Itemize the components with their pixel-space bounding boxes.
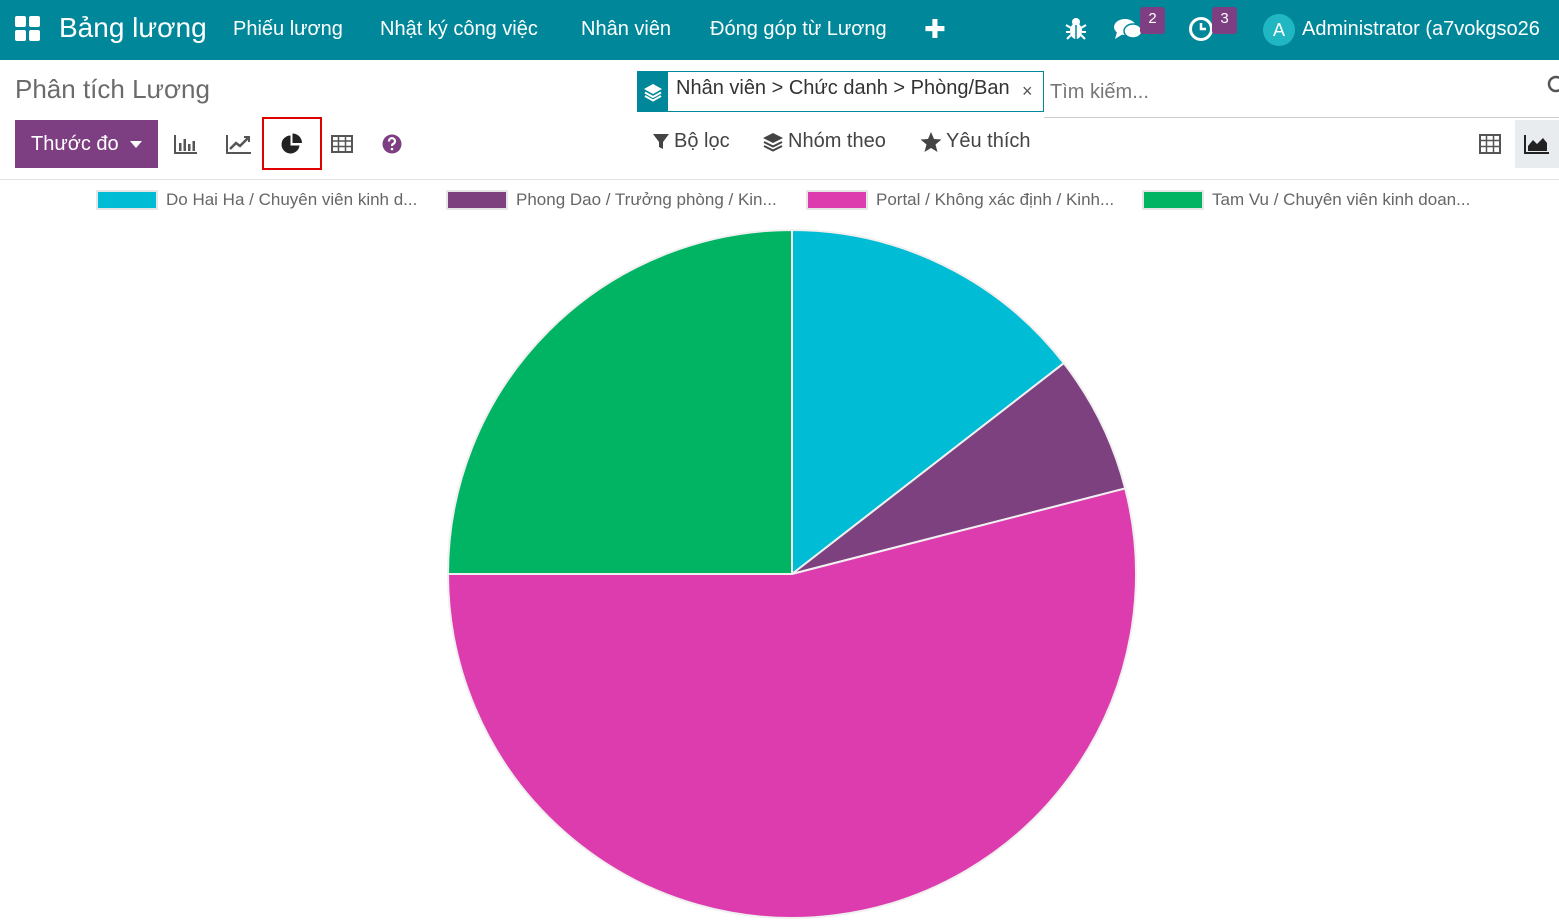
measures-label: Thước đo — [31, 132, 119, 155]
activities-badge: 3 — [1212, 7, 1237, 34]
bar-chart-icon — [174, 135, 197, 154]
pie-slice[interactable] — [446, 487, 1137, 919]
legend-item[interactable]: Portal / Không xác định / Kinh... — [806, 190, 1114, 210]
caret-down-icon — [129, 140, 142, 148]
pie-chart-button[interactable] — [262, 117, 322, 170]
app-brand[interactable]: Bảng lương — [59, 12, 207, 43]
menu-work-log[interactable]: Nhật ký công việc — [380, 18, 538, 40]
control-panel-divider — [0, 179, 1559, 180]
facet-label: Nhân viên > Chức danh > Phòng/Ban — [676, 77, 1010, 99]
bug-icon[interactable] — [1064, 16, 1092, 44]
table-view-button[interactable] — [322, 125, 362, 163]
menu-employees[interactable]: Nhân viên — [581, 18, 672, 40]
top-navbar: Bảng lương Phiếu lương Nhật ký công việc… — [0, 0, 1559, 60]
layers-icon — [763, 132, 783, 152]
search-icon[interactable] — [1546, 75, 1559, 95]
legend-swatch — [96, 190, 158, 210]
messages-badge: 2 — [1140, 7, 1165, 34]
filters-label: Bộ lọc — [674, 130, 730, 152]
legend-label: Portal / Không xác định / Kinh... — [876, 190, 1115, 209]
avatar[interactable]: A — [1263, 14, 1295, 46]
legend-item[interactable]: Do Hai Ha / Chuyên viên kinh d... — [96, 190, 417, 210]
star-icon — [920, 131, 942, 152]
legend-item[interactable]: Tam Vu / Chuyên viên kinh doan... — [1142, 190, 1470, 210]
area-chart-icon — [1524, 135, 1549, 154]
plus-icon[interactable]: ✚ — [924, 14, 946, 44]
measures-dropdown-button[interactable]: Thước đo — [15, 120, 158, 168]
legend-swatch — [1142, 190, 1204, 210]
chat-icon[interactable] — [1113, 16, 1143, 44]
legend-item[interactable]: Phong Dao / Trưởng phòng / Kin... — [446, 190, 777, 210]
menu-payslips[interactable]: Phiếu lương — [233, 18, 343, 40]
legend-label: Phong Dao / Trưởng phòng / Kin... — [516, 190, 777, 209]
question-icon — [382, 134, 402, 154]
legend-swatch — [806, 190, 868, 210]
facet-remove-button[interactable]: × — [1022, 81, 1033, 101]
legend-label: Do Hai Ha / Chuyên viên kinh d... — [166, 190, 418, 209]
bar-chart-button[interactable] — [166, 125, 206, 163]
line-chart-button[interactable] — [219, 125, 259, 163]
clock-icon[interactable] — [1188, 16, 1216, 44]
legend-swatch — [446, 190, 508, 210]
user-menu[interactable]: Administrator (a7vokgso26 — [1302, 18, 1540, 40]
search-underline — [1044, 117, 1559, 118]
menu-contributions[interactable]: Đóng góp từ Lương — [710, 18, 887, 40]
filters-dropdown[interactable]: Bộ lọc — [652, 130, 730, 153]
table-icon — [1479, 134, 1501, 154]
favorites-dropdown[interactable]: Yêu thích — [920, 130, 1031, 153]
line-chart-icon — [226, 135, 251, 154]
pie-chart — [446, 228, 1137, 919]
filter-icon — [653, 133, 669, 149]
layers-icon — [638, 72, 668, 111]
help-button[interactable] — [372, 125, 412, 163]
pivot-view-button[interactable] — [1468, 120, 1512, 168]
favorites-label: Yêu thích — [946, 130, 1031, 152]
pie-slice[interactable] — [446, 228, 793, 575]
chart-legend: Do Hai Ha / Chuyên viên kinh d... Phong … — [0, 190, 1559, 216]
pie-slice[interactable] — [791, 361, 1127, 575]
graph-view-button[interactable] — [1515, 120, 1559, 168]
apps-menu-icon[interactable] — [15, 16, 41, 42]
groupby-label: Nhóm theo — [788, 130, 886, 152]
search-input[interactable] — [1050, 75, 1530, 109]
search-facet: Nhân viên > Chức danh > Phòng/Ban × — [637, 71, 1044, 112]
table-icon — [331, 135, 353, 153]
page-title: Phân tích Lương — [15, 74, 210, 104]
groupby-dropdown[interactable]: Nhóm theo — [762, 130, 886, 153]
pie-slice[interactable] — [791, 228, 1066, 577]
legend-label: Tam Vu / Chuyên viên kinh doan... — [1212, 190, 1471, 209]
pie-chart-icon — [281, 133, 302, 153]
